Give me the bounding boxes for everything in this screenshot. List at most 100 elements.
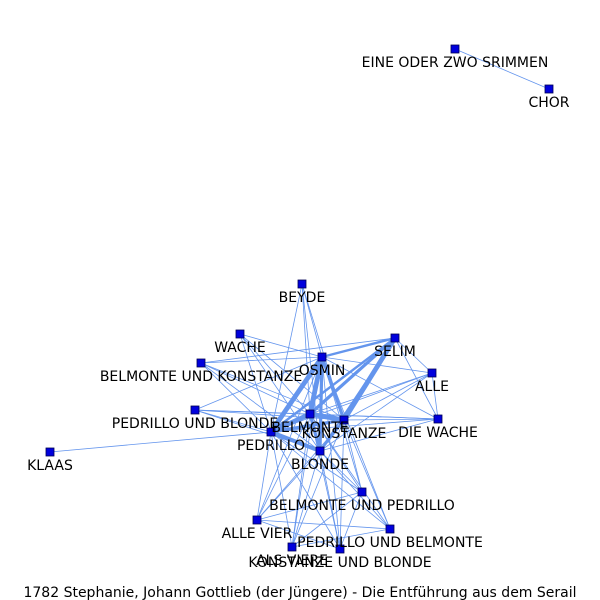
node-chor — [544, 84, 554, 94]
node-pedrillo-und-blonde — [190, 405, 200, 415]
node-label-chor: CHOR — [528, 95, 569, 111]
edge-pedrillo-und-blonde-konstanze — [194, 409, 345, 421]
edge-wache-blonde — [239, 333, 321, 452]
edge-belmonte-konstanze — [307, 411, 347, 423]
edge-belmonte-und-konstanze-belmonte — [200, 362, 311, 415]
node-label-belmonte-und-pedrillo: BELMONTE UND PEDRILLO — [269, 498, 455, 514]
edge-konstanze-und-blonde-konstanze — [339, 419, 345, 550]
node-label-selim: SELIM — [374, 344, 416, 360]
edge-beyde-pedrillo — [270, 283, 303, 433]
edge-belmonte-und-konstanze-selim — [200, 337, 396, 364]
edge-pedrillo-und-blonde-blonde — [194, 409, 321, 452]
edge-konstanze-und-blonde-belmonte-und-pedrillo — [339, 491, 363, 550]
node-alle-vier — [252, 515, 262, 525]
edge-die-wache-osmin — [321, 356, 439, 420]
edge-alle-vier-blonde — [256, 450, 321, 521]
edge-pedrillo-und-blonde-pedrillo — [194, 409, 272, 433]
edge-pedrillo-und-belmonte-pedrillo — [270, 431, 391, 530]
node-label-als-viere: ALS VIERE — [256, 553, 328, 569]
edge-beyde-konstanze — [301, 283, 345, 421]
edge-die-wache-belmonte — [309, 413, 439, 420]
edge-konstanze-und-blonde-osmin — [321, 356, 341, 550]
node-label-pedrillo: PEDRILLO — [237, 438, 305, 454]
node-label-pedrillo-und-belmonte: PEDRILLO UND BELMONTE — [297, 535, 483, 551]
node-belmonte — [305, 409, 315, 419]
node-label-belmonte-und-konstanze: BELMONTE UND KONSTANZE — [100, 369, 302, 385]
edge-belmonte-und-konstanze-osmin — [200, 356, 323, 364]
edge-eine-oder-zwo-chor — [454, 48, 550, 90]
edge-als-viere-blonde — [291, 450, 321, 548]
edge-belmonte-und-pedrillo-blonde — [319, 450, 363, 493]
node-label-wache: WACHE — [214, 340, 266, 356]
edge-die-wache-konstanze — [343, 418, 439, 421]
node-klaas — [45, 447, 55, 457]
edge-die-wache-selim — [394, 337, 439, 420]
edge-belmonte-und-konstanze-pedrillo — [200, 362, 272, 433]
edge-pedrillo-und-belmonte-osmin — [321, 356, 391, 530]
node-pedrillo-und-belmonte — [385, 524, 395, 534]
edge-beyde-belmonte — [301, 283, 311, 415]
edge-alle-vier-pedrillo — [256, 431, 272, 521]
node-belmonte-und-pedrillo — [357, 487, 367, 497]
edge-konstanze-und-blonde-alle-vier — [256, 519, 341, 550]
node-label-klaas: KLAAS — [27, 458, 73, 474]
node-alle — [427, 368, 437, 378]
edge-pedrillo-blonde — [269, 430, 322, 453]
node-label-belmonte: BELMONTE — [271, 420, 348, 436]
edge-als-viere-belmonte-und-pedrillo — [291, 491, 363, 548]
node-label-pedrillo-und-blonde: PEDRILLO UND BLONDE — [112, 416, 278, 432]
node-label-eine-oder-zwo: EINE ODER ZWO SRIMMEN — [362, 55, 549, 71]
edge-alle-die-wache — [431, 372, 439, 420]
edge-belmonte-selim — [308, 336, 397, 416]
edge-die-wache-pedrillo — [270, 418, 439, 433]
node-konstanze — [339, 415, 349, 425]
edge-als-viere-pedrillo — [270, 431, 293, 548]
node-wache — [235, 329, 245, 339]
edge-als-viere-konstanze — [291, 419, 345, 548]
node-belmonte-und-konstanze — [196, 358, 206, 368]
edge-pedrillo-osmin — [268, 354, 325, 435]
edge-die-wache-blonde — [319, 418, 439, 452]
edge-osmin-blonde — [318, 355, 324, 453]
edge-alle-vier-belmonte — [256, 413, 311, 521]
node-als-viere — [287, 542, 297, 552]
edge-pedrillo-und-blonde-osmin — [194, 356, 323, 411]
edge-pedrillo-und-belmonte-belmonte — [309, 413, 391, 530]
edge-als-viere-osmin — [291, 356, 323, 548]
node-label-die-wache: DIE WACHE — [398, 425, 478, 441]
nodes-layer — [45, 44, 554, 554]
edge-alle-selim — [394, 337, 433, 374]
edge-wache-belmonte — [239, 333, 311, 415]
node-label-konstanze-und-blonde: KONSTANZE UND BLONDE — [248, 555, 431, 571]
edge-beyde-blonde — [301, 283, 321, 452]
edge-belmonte-und-konstanze-blonde — [200, 362, 321, 452]
node-pedrillo — [266, 427, 276, 437]
node-konstanze-und-blonde — [335, 544, 345, 554]
edge-konstanze-und-blonde-blonde — [319, 450, 341, 550]
labels-layer: EINE ODER ZWO SRIMMEN CHOR BEYDE WACHE SELIM… — [27, 55, 570, 571]
edge-blonde-selim — [319, 337, 396, 452]
node-selim — [390, 333, 400, 343]
edge-alle-pedrillo — [270, 372, 433, 433]
node-label-osmin: OSMIN — [299, 363, 346, 379]
edge-pedrillo-und-belmonte-als-viere — [291, 528, 391, 548]
edge-pedrillo-und-belmonte-konstanze — [343, 419, 391, 530]
node-label-blonde: BLONDE — [291, 457, 349, 473]
edge-konstanze-und-blonde-pedrillo — [270, 431, 341, 550]
edge-belmonte-osmin — [307, 354, 325, 417]
node-label-beyde: BEYDE — [279, 290, 326, 306]
edge-alle-vier-osmin — [256, 356, 323, 521]
node-eine-oder-zwo — [450, 44, 460, 54]
node-beyde — [297, 279, 307, 289]
node-label-konstanze: KONSTANZE — [302, 426, 387, 442]
node-blonde — [315, 446, 325, 456]
edge-alle-belmonte — [309, 372, 433, 415]
edge-wache-osmin — [239, 333, 323, 358]
edge-als-viere-belmonte — [291, 413, 311, 548]
edge-alle-blonde — [319, 372, 433, 452]
edge-klaas-pedrillo — [49, 431, 272, 453]
edge-osmin-selim — [320, 336, 397, 359]
node-osmin — [317, 352, 327, 362]
figure-caption: 1782 Stephanie, Johann Gottlieb (der Jün… — [23, 585, 576, 600]
